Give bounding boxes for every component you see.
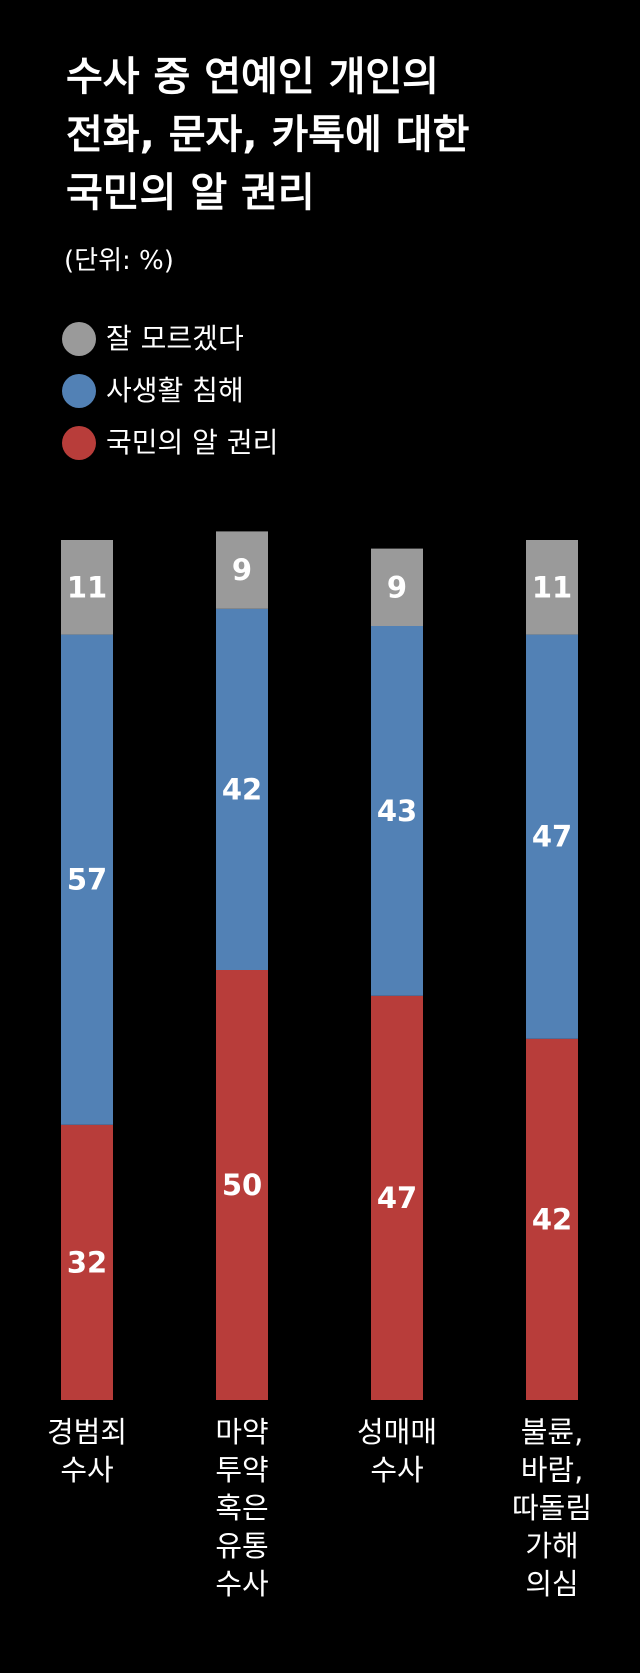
data-label: 42: [222, 772, 262, 806]
legend-label: 잘 모르겠다: [106, 322, 244, 355]
legend-swatch: [62, 426, 96, 460]
bar-segment-right-to-know: [371, 995, 423, 1400]
chart-title: 수사 중 연예인 개인의 전화, 문자, 카톡에 대한 국민의 알 권리: [66, 48, 626, 222]
data-label: 47: [532, 820, 572, 854]
bar-segment-privacy: [371, 626, 423, 996]
chart-title-line: 전화, 문자, 카톡에 대한: [66, 112, 470, 158]
bar-segment-right-to-know: [526, 1038, 578, 1400]
legend-label: 사생활 침해: [106, 374, 244, 407]
legend-swatch: [62, 374, 96, 408]
data-label: 50: [222, 1168, 262, 1202]
chart-title-line: 수사 중 연예인 개인의: [66, 54, 439, 100]
data-label: 9: [387, 570, 407, 604]
legend-item-unsure: 잘 모르겠다: [62, 313, 278, 365]
bar-segment-unsure: [526, 540, 578, 635]
data-label: 57: [67, 863, 107, 897]
unit-label: (단위: %): [64, 246, 174, 276]
bar-segment-unsure: [216, 531, 268, 609]
bar-segment-privacy: [61, 634, 113, 1125]
category-label: 마약 투약 혹은 유통 수사: [215, 1415, 269, 1601]
bar-segment-unsure: [61, 540, 113, 635]
data-label: 32: [67, 1245, 107, 1279]
bar-segment-privacy: [216, 608, 268, 970]
legend-label: 국민의 알 권리: [106, 426, 279, 459]
legend-swatch: [62, 322, 96, 356]
legend: 잘 모르겠다 사생활 침해 국민의 알 권리: [62, 313, 278, 469]
data-label: 42: [532, 1202, 572, 1236]
bar-segment-right-to-know: [61, 1124, 113, 1400]
bar-segment-privacy: [526, 634, 578, 1039]
category-label: 성매매 수사: [356, 1415, 438, 1487]
data-label: 11: [532, 570, 572, 604]
legend-item-privacy: 사생활 침해: [62, 365, 278, 417]
bar-segment-right-to-know: [216, 970, 268, 1400]
data-label: 9: [232, 553, 252, 587]
chart-title-line: 국민의 알 권리: [66, 170, 315, 216]
category-label: 경범죄 수사: [46, 1415, 128, 1487]
data-label: 47: [377, 1181, 417, 1215]
category-label: 불륜, 바람, 따돌림 가해 의심: [511, 1415, 593, 1601]
legend-item-right-to-know: 국민의 알 권리: [62, 417, 278, 469]
data-label: 43: [377, 794, 417, 828]
bar-segment-unsure: [371, 548, 423, 626]
data-label: 11: [67, 570, 107, 604]
